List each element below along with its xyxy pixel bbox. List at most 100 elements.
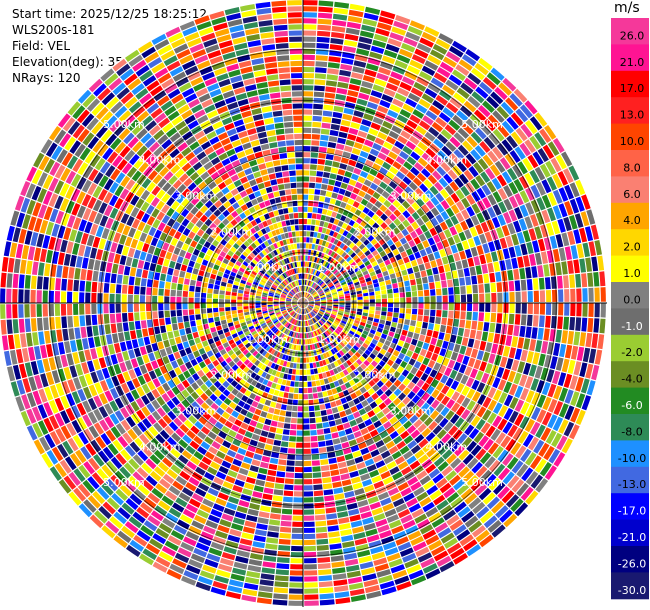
velocity-gate bbox=[322, 421, 330, 428]
velocity-gate bbox=[441, 317, 447, 326]
velocity-gate bbox=[472, 311, 478, 321]
velocity-gate bbox=[297, 351, 301, 357]
velocity-gate bbox=[393, 20, 409, 31]
velocity-gate bbox=[211, 441, 221, 450]
field-label: Field: VEL bbox=[12, 39, 71, 53]
velocity-gate bbox=[299, 381, 303, 387]
velocity-gate bbox=[342, 403, 350, 410]
velocity-gate bbox=[325, 358, 330, 365]
velocity-gate bbox=[367, 364, 375, 371]
velocity-gate bbox=[327, 242, 333, 249]
velocity-gate bbox=[218, 416, 227, 425]
velocity-gate bbox=[479, 534, 494, 548]
velocity-gate bbox=[278, 353, 284, 359]
velocity-gate bbox=[476, 350, 484, 361]
velocity-gate bbox=[488, 477, 501, 491]
velocity-gate bbox=[288, 594, 303, 600]
velocity-gate bbox=[211, 426, 221, 435]
velocity-gate bbox=[152, 295, 158, 303]
velocity-gate bbox=[458, 231, 467, 242]
velocity-gate bbox=[190, 553, 205, 564]
velocity-gate bbox=[426, 210, 435, 220]
velocity-gate bbox=[371, 275, 377, 281]
velocity-gate bbox=[91, 303, 97, 315]
velocity-gate bbox=[466, 475, 479, 487]
velocity-gate bbox=[312, 310, 317, 314]
velocity-gate bbox=[338, 308, 344, 312]
velocity-gate bbox=[329, 369, 335, 376]
velocity-gate bbox=[73, 303, 79, 315]
velocity-gate bbox=[374, 111, 386, 120]
velocity-gate bbox=[170, 310, 176, 317]
velocity-gate bbox=[242, 526, 255, 534]
velocity-gate bbox=[109, 313, 116, 324]
velocity-gate bbox=[121, 525, 135, 539]
velocity-gate bbox=[295, 369, 300, 375]
velocity-gate bbox=[195, 286, 201, 293]
velocity-gate bbox=[455, 64, 470, 76]
velocity-gate bbox=[212, 503, 225, 512]
velocity-gate bbox=[324, 402, 331, 409]
velocity-gate bbox=[227, 393, 236, 401]
velocity-gate bbox=[461, 240, 470, 250]
velocity-gate bbox=[488, 353, 496, 364]
velocity-gate bbox=[463, 539, 478, 552]
velocity-gate bbox=[244, 520, 257, 528]
velocity-gate bbox=[331, 340, 337, 347]
velocity-gate bbox=[466, 400, 476, 411]
velocity-gate bbox=[417, 423, 427, 433]
velocity-gate bbox=[587, 272, 594, 287]
velocity-gate bbox=[382, 344, 389, 351]
velocity-gate bbox=[295, 448, 303, 454]
velocity-gate bbox=[513, 220, 522, 233]
velocity-gate bbox=[421, 382, 430, 392]
velocity-gate bbox=[342, 271, 348, 277]
velocity-gate bbox=[231, 410, 240, 418]
velocity-gate bbox=[363, 579, 379, 588]
velocity-gate bbox=[410, 192, 420, 201]
velocity-gate bbox=[557, 316, 563, 330]
velocity-gate bbox=[441, 385, 450, 395]
velocity-gate bbox=[376, 72, 389, 82]
velocity-gate bbox=[324, 278, 330, 283]
velocity-gate bbox=[407, 381, 416, 390]
velocity-gate bbox=[325, 154, 334, 161]
velocity-gate bbox=[316, 287, 321, 292]
velocity-gate bbox=[352, 222, 360, 229]
velocity-gate bbox=[206, 293, 213, 299]
velocity-gate bbox=[304, 292, 307, 298]
velocity-gate bbox=[347, 249, 354, 256]
velocity-gate bbox=[228, 579, 244, 588]
velocity-gate bbox=[439, 324, 446, 333]
velocity-gate bbox=[443, 537, 458, 549]
velocity-gate bbox=[563, 316, 570, 330]
velocity-gate bbox=[350, 327, 357, 333]
velocity-gate bbox=[314, 257, 318, 263]
velocity-gate bbox=[250, 497, 262, 505]
velocity-gate bbox=[348, 283, 354, 288]
velocity-gate bbox=[339, 467, 349, 475]
velocity-gate bbox=[411, 508, 425, 519]
velocity-gate bbox=[361, 315, 368, 320]
velocity-gate bbox=[338, 277, 345, 282]
velocity-gate bbox=[251, 547, 264, 555]
velocity-gate bbox=[550, 157, 562, 173]
velocity-gate bbox=[470, 348, 479, 359]
velocity-gate bbox=[465, 320, 472, 329]
velocity-gate bbox=[344, 290, 350, 294]
velocity-gate bbox=[303, 521, 315, 527]
velocity-gate bbox=[139, 303, 146, 312]
velocity-gate bbox=[94, 510, 108, 524]
velocity-gate bbox=[256, 422, 264, 430]
velocity-gate bbox=[513, 88, 528, 103]
velocity-gate bbox=[526, 351, 534, 364]
velocity-gate bbox=[411, 308, 418, 315]
velocity-gate bbox=[313, 478, 322, 484]
velocity-gate bbox=[443, 263, 451, 273]
velocity-gate bbox=[487, 399, 497, 412]
velocity-gate bbox=[303, 309, 305, 315]
velocity-gate bbox=[248, 354, 255, 361]
velocity-gate bbox=[482, 492, 496, 505]
velocity-gate bbox=[326, 293, 332, 297]
velocity-gate bbox=[359, 336, 366, 342]
